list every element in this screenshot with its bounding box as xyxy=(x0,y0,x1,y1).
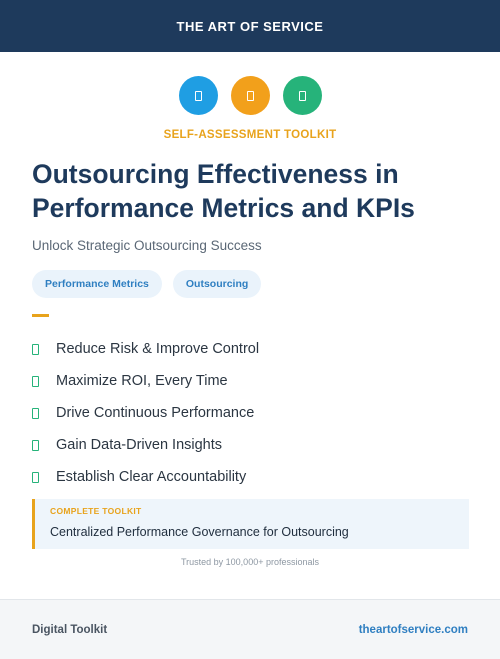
document-icon xyxy=(282,76,322,115)
check-icon xyxy=(32,471,39,483)
trust-note: Trusted by 100,000+ professionals xyxy=(180,557,319,567)
benefit-list: Reduce Risk & Improve Control Maximize R… xyxy=(32,333,259,493)
toolkit-callout: COMPLETE TOOLKIT Centralized Performance… xyxy=(32,499,469,549)
benefit-item: Maximize ROI, Every Time xyxy=(32,365,259,397)
document-icon xyxy=(230,76,270,115)
tag-outsourcing[interactable]: Outsourcing xyxy=(172,270,262,298)
footer: Digital Toolkit theartofservice.com xyxy=(0,599,500,659)
document-icon xyxy=(178,76,218,115)
accent-divider xyxy=(32,314,49,317)
callout-label: COMPLETE TOOLKIT xyxy=(50,506,142,516)
benefit-text: Establish Clear Accountability xyxy=(56,469,247,485)
website-link[interactable]: theartofservice.com xyxy=(358,623,468,636)
benefit-item: Reduce Risk & Improve Control xyxy=(32,333,259,365)
kicker-label: SELF-ASSESSMENT TOOLKIT xyxy=(163,129,337,141)
tag-list: Performance Metrics Outsourcing xyxy=(32,270,262,298)
benefit-text: Gain Data-Driven Insights xyxy=(56,437,223,453)
header-bar: THE ART OF SERVICE xyxy=(0,0,500,52)
benefit-item: Drive Continuous Performance xyxy=(32,397,259,429)
footer-label: Digital Toolkit xyxy=(32,623,108,636)
tag-performance-metrics[interactable]: Performance Metrics xyxy=(32,270,162,298)
page-title: Outsourcing Effectiveness in Performance… xyxy=(32,159,415,223)
benefit-item: Gain Data-Driven Insights xyxy=(32,429,259,461)
icon-row xyxy=(0,76,500,115)
subtitle: Unlock Strategic Outsourcing Success xyxy=(32,238,262,253)
check-icon xyxy=(32,343,39,355)
benefit-text: Reduce Risk & Improve Control xyxy=(56,341,260,357)
benefit-text: Drive Continuous Performance xyxy=(56,405,255,421)
brand-name: THE ART OF SERVICE xyxy=(176,18,324,34)
benefit-item: Establish Clear Accountability xyxy=(32,461,259,493)
check-icon xyxy=(32,375,39,387)
callout-text: Centralized Performance Governance for O… xyxy=(50,525,349,539)
check-icon xyxy=(32,439,39,451)
check-icon xyxy=(32,407,39,419)
benefit-text: Maximize ROI, Every Time xyxy=(56,373,228,389)
